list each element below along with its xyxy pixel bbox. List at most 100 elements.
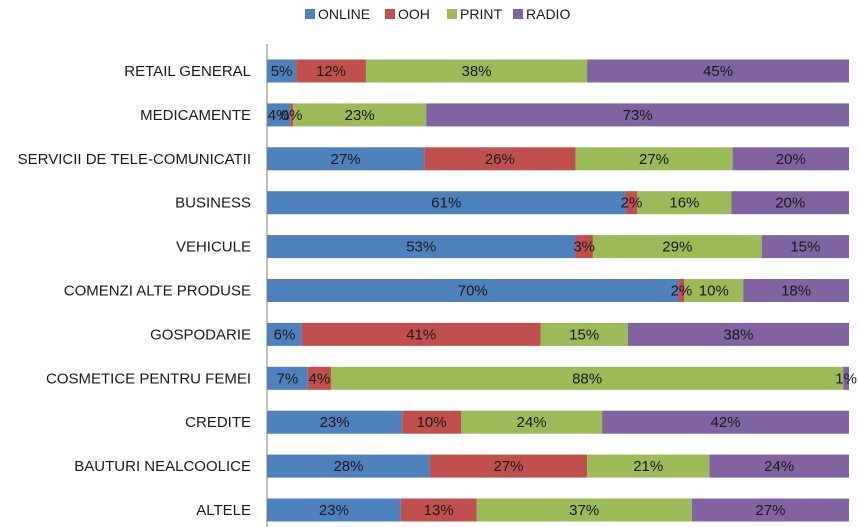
data-label-print: 27% [639,151,669,168]
data-label-online: 4% [268,107,290,124]
data-label-ooh: 13% [424,502,454,519]
bar-segment-ooh [290,103,294,127]
category-label: RETAIL GENERAL [124,63,251,80]
bar-segment-radio [602,410,849,434]
data-label-radio: 38% [723,326,753,343]
bar-segment-ooh [575,235,593,259]
bar-segment-print [592,235,762,259]
data-label-radio: 20% [776,151,806,168]
bar-segment-online [267,103,291,127]
bar-segment-radio [731,191,849,215]
bar-segment-ooh [296,59,366,83]
legend: ONLINE OOH PRINT RADIO [305,6,570,22]
category-label: ALTELE [196,502,251,519]
bar-segment-ooh [678,279,685,302]
legend-label-print: PRINT [460,6,502,22]
data-label-ooh: 27% [494,458,524,475]
legend-swatch-online [305,9,315,19]
bar-segment-print [476,498,692,522]
data-label-ooh: 10% [417,414,447,431]
bar-segment-online [267,279,679,302]
category-labels: RETAIL GENERAL MEDICAMENTE SERVICII DE TEL… [18,63,251,519]
data-label-online: 61% [431,195,461,212]
data-label-ooh: 12% [316,63,346,80]
bar-segment-print [365,59,588,83]
data-label-ooh: 4% [309,370,331,387]
bar-segment-print [293,103,427,127]
bar-segment-print [575,147,733,171]
bar-segment-online [267,322,302,346]
data-label-radio: 73% [623,107,653,124]
bar-segment-ooh [402,410,461,434]
bar-segment-online [267,235,576,259]
bar-segment-online [267,59,297,83]
bar-segment-print [461,410,603,434]
bar-segment-radio [761,235,849,259]
legend-label-ooh: OOH [398,6,430,22]
category-label: COSMETICE PENTRU FEMEI [46,370,251,387]
data-label-print: 21% [633,458,663,475]
legend-label-radio: RADIO [526,6,570,22]
data-label-print: 38% [462,63,492,80]
legend-label-online: ONLINE [318,6,370,22]
data-label-print: 10% [699,283,729,300]
data-label-print: 88% [572,370,602,387]
bar-segment-online [267,147,425,171]
bar-segment-radio [426,103,849,127]
category-label: GOSPODARIE [150,326,251,343]
bar-segment-radio [843,366,849,390]
data-label-online: 28% [333,458,363,475]
bar-segment-radio [743,279,849,302]
data-label-radio: 15% [790,239,820,256]
data-label-print: 16% [669,195,699,212]
bar-segment-ooh [625,191,638,215]
data-label-radio: 1% [835,370,857,387]
category-label: COMENZI ALTE PRODUSE [64,283,251,300]
category-label: MEDICAMENTE [140,107,251,124]
data-label-online: 7% [277,370,299,387]
bar-segment-print [540,322,628,346]
data-label-online: 53% [406,239,436,256]
data-label-ooh: 0% [281,107,303,124]
data-label-radio: 42% [711,414,741,431]
data-label-online: 70% [458,283,488,300]
bar-segment-online [267,191,626,215]
bar-segment-ooh [429,454,588,478]
data-label-print: 37% [569,502,599,519]
data-label-radio: 27% [755,502,785,519]
bar-segment-radio [627,322,849,346]
category-label: VEHICULE [176,239,251,256]
data-label-ooh: 2% [621,195,643,212]
bar-segment-online [267,454,430,478]
bar-segment-ooh [307,366,332,390]
legend-swatch-ooh [385,9,395,19]
value-labels: 5% 12% 38% 45%4%0% 23% 73%27% 26% 27% 20%61% 2% 16… [268,63,857,519]
data-label-online: 23% [319,502,349,519]
data-label-radio: 24% [764,458,794,475]
data-label-print: 15% [569,326,599,343]
data-label-online: 23% [320,414,350,431]
legend-swatch-radio [513,9,523,19]
bar-segment-online [267,366,308,390]
bar-segment-print [587,454,710,478]
data-label-radio: 45% [703,63,733,80]
data-label-online: 6% [274,326,296,343]
category-label: BUSINESS [175,195,251,212]
data-label-online: 5% [271,63,293,80]
data-label-ooh: 26% [485,151,515,168]
data-label-radio: 18% [781,283,811,300]
bar-segment-radio [732,147,849,171]
category-label: SERVICII DE TELE-COMUNICATII [18,151,251,168]
data-label-print: 23% [345,107,375,124]
data-label-ooh: 2% [671,283,693,300]
data-label-print: 24% [517,414,547,431]
bar-segment-radio [709,454,849,478]
bar-segment-ooh [301,322,541,346]
bar-segment-print [684,279,744,302]
data-label-online: 27% [331,151,361,168]
category-label: CREDITE [185,414,251,431]
bar-segment-print [331,366,844,390]
data-label-print: 29% [662,239,692,256]
data-label-ooh: 41% [406,326,436,343]
